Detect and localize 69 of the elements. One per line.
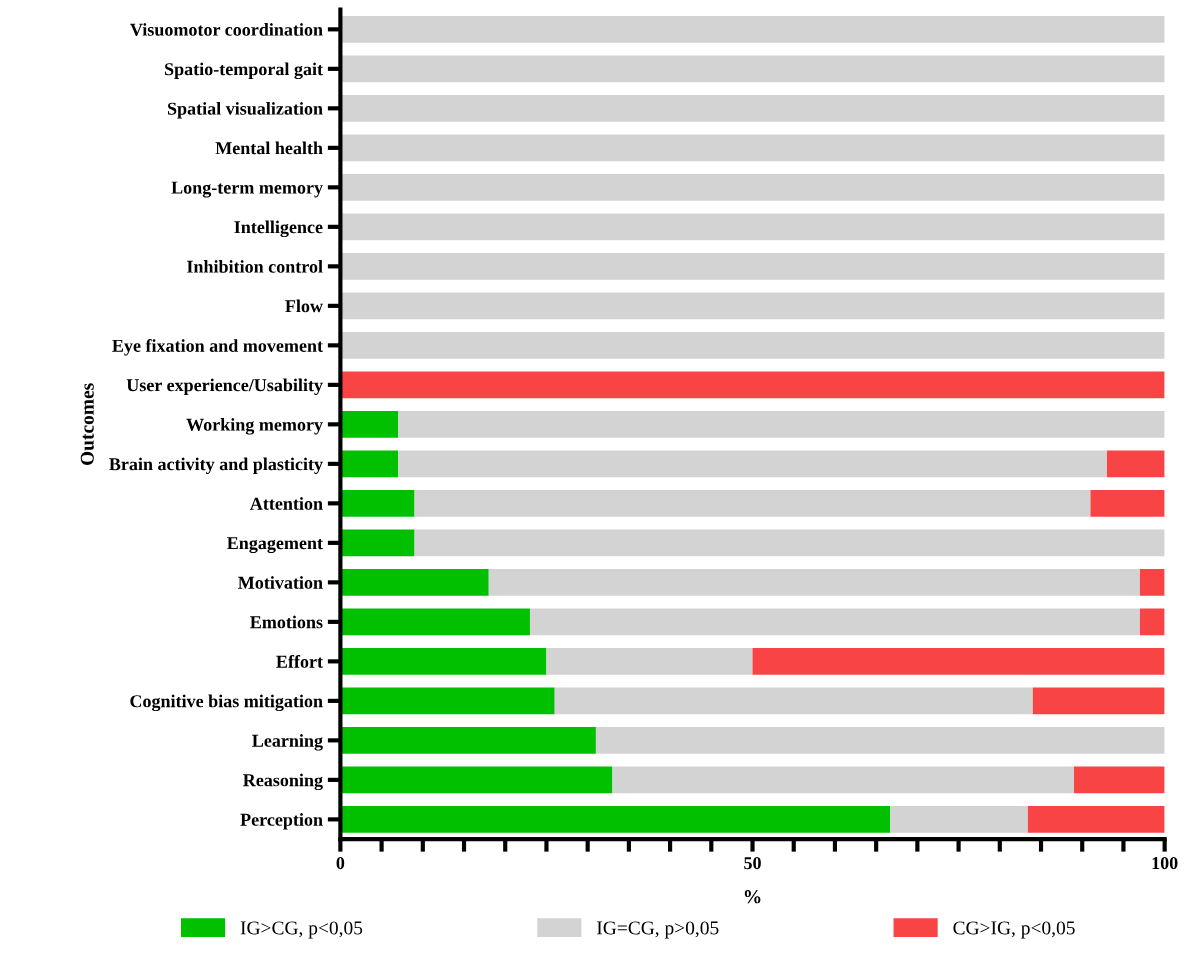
bar bbox=[340, 766, 613, 794]
y-tick-label: Attention bbox=[249, 497, 323, 510]
legend-label: IG=CG, p>0,05 bbox=[596, 921, 719, 939]
bar bbox=[340, 173, 1165, 201]
y-axis-title: Outcomes bbox=[80, 383, 94, 465]
y-tick-label: Intelligence bbox=[234, 220, 323, 238]
bar bbox=[488, 568, 1140, 596]
x-tick-label: 50 bbox=[744, 857, 761, 870]
y-tick-label: Brain activity and plasticity bbox=[109, 457, 323, 475]
y-tick-label: Effort bbox=[276, 654, 323, 668]
y-tick-label: Spatio-temporal gait bbox=[165, 62, 323, 80]
y-tick-label: Reasoning bbox=[243, 773, 323, 791]
y-tick-label: Eye fixation and movement bbox=[112, 339, 323, 356]
y-tick-label: Spatial visualization bbox=[167, 102, 323, 119]
y-tick-label: Perception bbox=[240, 813, 323, 830]
bar bbox=[1073, 766, 1165, 794]
bar bbox=[398, 450, 1107, 478]
x-tick-label: 100 bbox=[1152, 857, 1178, 870]
bar bbox=[340, 568, 489, 596]
bar bbox=[554, 687, 1033, 715]
bar bbox=[890, 805, 1028, 833]
y-tick-label: User experience/Usability bbox=[126, 378, 323, 396]
bar bbox=[340, 410, 399, 438]
bar bbox=[752, 647, 1165, 675]
bar bbox=[340, 55, 1165, 83]
y-tick-label: Learning bbox=[252, 734, 323, 751]
y-tick-label: Flow bbox=[285, 299, 323, 313]
legend-label: IG>CG, p<0,05 bbox=[240, 921, 363, 939]
bar bbox=[340, 15, 1165, 43]
bar bbox=[340, 687, 555, 715]
bar bbox=[340, 331, 1165, 359]
bar bbox=[1106, 450, 1165, 478]
y-tick-label: Motivation bbox=[238, 576, 323, 589]
bar bbox=[340, 647, 547, 675]
bar bbox=[612, 766, 1074, 794]
y-tick-label: Working memory bbox=[186, 418, 323, 435]
bar bbox=[340, 608, 530, 636]
bar bbox=[1032, 687, 1165, 715]
legend-label: CG>IG, p<0,05 bbox=[953, 921, 1075, 939]
bar bbox=[398, 410, 1165, 438]
bar bbox=[546, 647, 753, 675]
bar bbox=[340, 94, 1165, 122]
bar bbox=[340, 134, 1165, 162]
bar bbox=[340, 371, 1165, 399]
y-tick-label: Cognitive bias mitigation bbox=[130, 694, 323, 712]
bar bbox=[529, 608, 1140, 636]
bar bbox=[340, 726, 596, 754]
bar bbox=[340, 489, 415, 517]
bar bbox=[1090, 489, 1165, 517]
bar bbox=[1139, 608, 1165, 636]
bar bbox=[414, 489, 1091, 517]
x-tick-label: 0 bbox=[336, 857, 345, 870]
bar bbox=[1139, 568, 1165, 596]
bar bbox=[340, 450, 399, 478]
y-tick-label: Visuomotor coordination bbox=[130, 23, 323, 36]
bar bbox=[414, 529, 1165, 557]
y-tick-label: Engagement bbox=[227, 537, 323, 554]
bar bbox=[340, 213, 1165, 241]
bar bbox=[595, 726, 1165, 754]
y-tick-label: Emotions bbox=[250, 615, 323, 629]
bar bbox=[340, 292, 1165, 320]
bar bbox=[340, 252, 1165, 280]
x-axis-title: % bbox=[744, 890, 761, 904]
y-tick-label: Long-term memory bbox=[171, 181, 323, 198]
y-tick-label: Mental health bbox=[215, 141, 323, 155]
bar bbox=[1027, 805, 1165, 833]
bar bbox=[340, 529, 415, 557]
bar bbox=[340, 805, 891, 833]
y-tick-label: Inhibition control bbox=[187, 260, 323, 273]
